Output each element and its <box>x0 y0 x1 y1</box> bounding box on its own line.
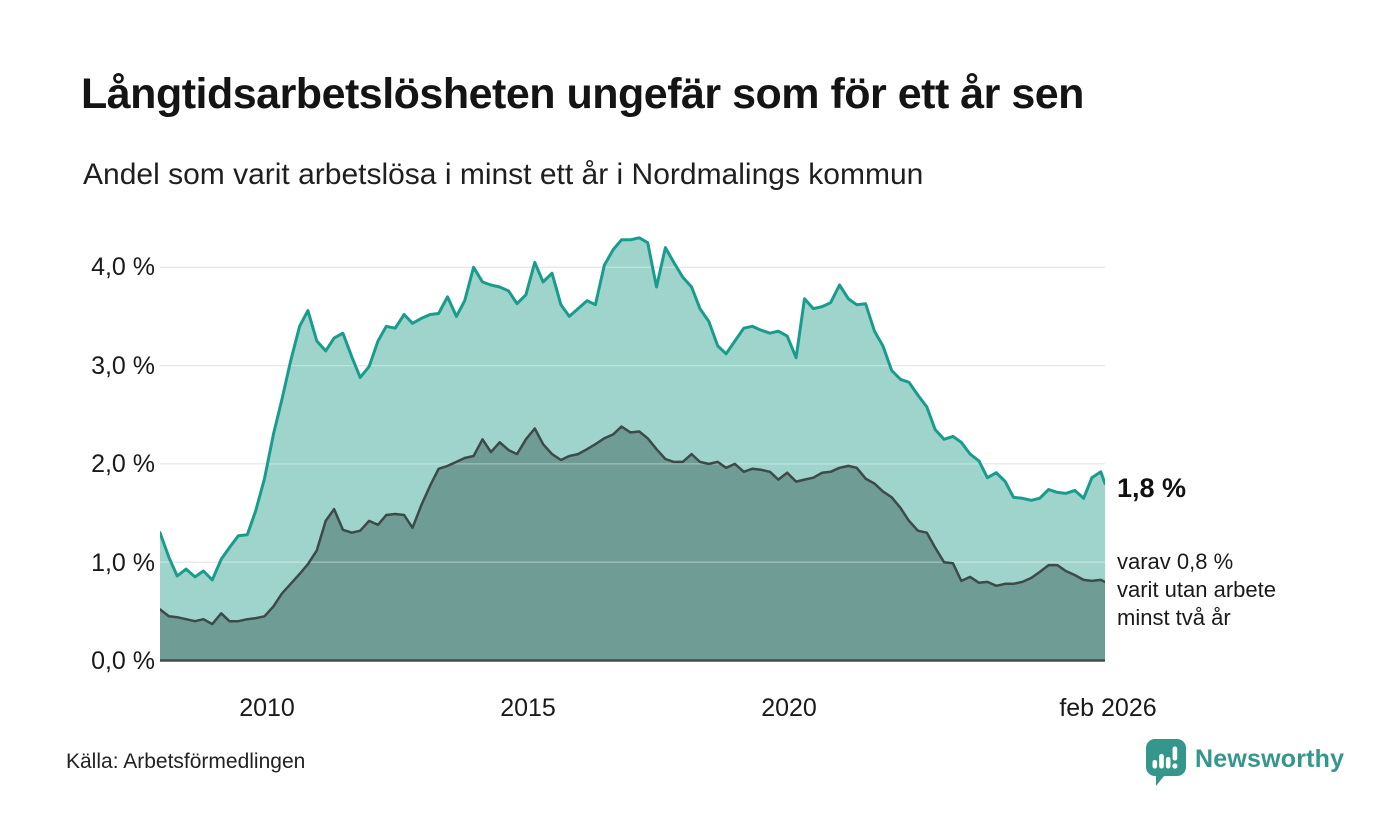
area-chart <box>158 236 1107 662</box>
annotation-line-1: varav 0,8 % <box>1117 549 1234 574</box>
y-tick-4: 4,0 % <box>91 253 155 281</box>
chart-subtitle: Andel som varit arbetslösa i minst ett å… <box>83 158 924 191</box>
series-end-value-label: 1,8 % <box>1117 473 1187 503</box>
y-tick-0: 0,0 % <box>91 647 155 675</box>
plot-area <box>158 228 1107 673</box>
newsworthy-logo-icon <box>1146 739 1186 786</box>
x-tick-2010: 2010 <box>239 694 295 722</box>
newsworthy-logo: Newsworthy <box>1146 739 1344 786</box>
page-title: Långtidsarbetslösheten ungefär som för e… <box>81 70 1084 118</box>
y-tick-2: 2,0 % <box>91 450 155 478</box>
x-tick-2015: 2015 <box>500 694 556 722</box>
y-tick-3: 3,0 % <box>91 352 155 380</box>
x-tick-2020: 2020 <box>761 694 817 722</box>
annotation-line-2: varit utan arbete <box>1117 577 1276 602</box>
y-tick-1: 1,0 % <box>91 549 155 577</box>
source-credit: Källa: Arbetsförmedlingen <box>66 750 306 773</box>
annotation-line-3: minst två år <box>1117 605 1231 630</box>
newsworthy-wordmark: Newsworthy <box>1195 745 1345 773</box>
x-tick-feb-2026: feb 2026 <box>1059 694 1157 722</box>
